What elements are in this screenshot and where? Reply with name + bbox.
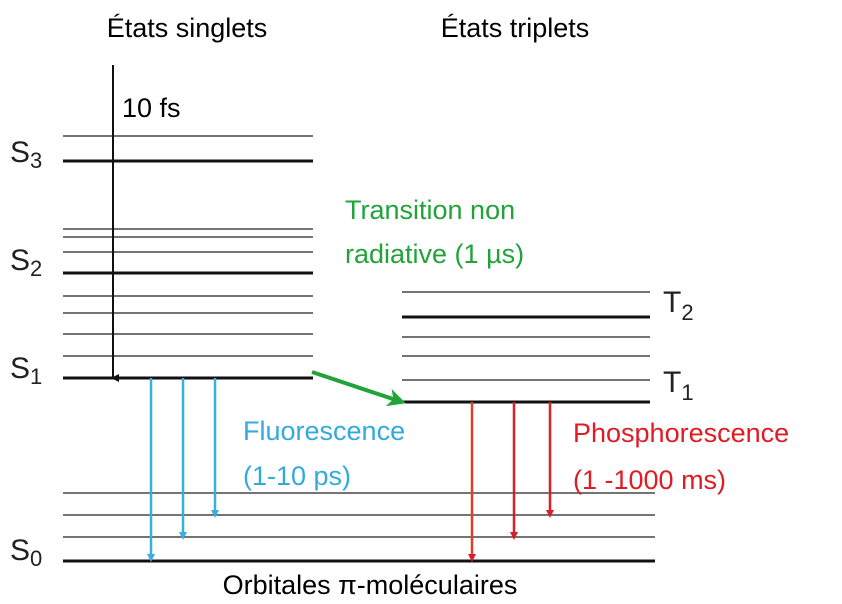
ground-levels [63,492,655,563]
fluorescence-arrows [147,378,219,562]
transition-label: radiative (1 µs) [345,239,524,269]
phosphorescence-label: (1 -1000 ms) [573,465,726,495]
footer-label: Orbitales π-moléculaires [223,570,518,600]
level-label: S3 [10,136,42,173]
transition-label: Transition non [345,195,515,225]
fluorescence-label: (1-10 ps) [243,461,351,491]
level-label: S0 [10,534,42,571]
level-label: T2 [663,286,694,325]
fluorescence-label: Fluorescence [243,416,405,446]
phosphorescence-label: Phosphorescence [573,418,789,448]
level-label: T1 [663,366,694,405]
triplet-levels [402,291,650,404]
singlet-levels [63,135,313,380]
phosphorescence-arrows [468,402,554,562]
excitation-label: 10 fs [122,93,181,123]
level-label: S1 [10,352,42,389]
singlets-title: États singlets [107,13,268,43]
triplets-title: États triplets [441,13,590,43]
level-label: S2 [10,244,42,281]
intersystem-arrow [311,370,406,407]
